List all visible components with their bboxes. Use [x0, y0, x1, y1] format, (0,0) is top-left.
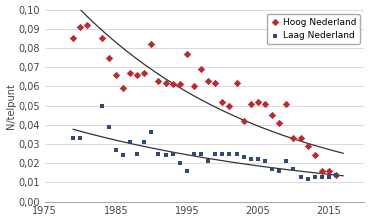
Hoog Nederland: [290, 137, 296, 140]
Laag Nederland: [106, 125, 112, 129]
Laag Nederland: [170, 152, 176, 155]
Hoog Nederland: [226, 104, 232, 107]
Hoog Nederland: [262, 102, 268, 105]
Hoog Nederland: [191, 85, 197, 88]
Hoog Nederland: [141, 71, 147, 75]
Laag Nederland: [198, 152, 204, 155]
Laag Nederland: [255, 158, 261, 161]
Laag Nederland: [333, 173, 339, 176]
Laag Nederland: [205, 159, 211, 163]
Hoog Nederland: [255, 100, 261, 103]
Hoog Nederland: [184, 52, 190, 56]
Y-axis label: N/telpunt: N/telpunt: [6, 83, 16, 129]
Laag Nederland: [319, 175, 325, 178]
Hoog Nederland: [305, 144, 310, 148]
Laag Nederland: [276, 169, 282, 173]
Laag Nederland: [120, 154, 126, 157]
Laag Nederland: [113, 148, 119, 151]
Laag Nederland: [269, 167, 275, 171]
Laag Nederland: [148, 131, 154, 134]
Laag Nederland: [141, 140, 147, 144]
Laag Nederland: [248, 158, 254, 161]
Laag Nederland: [283, 159, 289, 163]
Hoog Nederland: [326, 169, 332, 173]
Laag Nederland: [219, 152, 225, 155]
Hoog Nederland: [233, 81, 239, 84]
Hoog Nederland: [212, 81, 218, 84]
Hoog Nederland: [106, 56, 112, 59]
Hoog Nederland: [333, 173, 339, 176]
Hoog Nederland: [276, 121, 282, 125]
Laag Nederland: [77, 137, 83, 140]
Laag Nederland: [226, 152, 232, 155]
Laag Nederland: [297, 175, 303, 178]
Hoog Nederland: [77, 25, 83, 29]
Laag Nederland: [184, 169, 190, 173]
Hoog Nederland: [155, 79, 161, 82]
Laag Nederland: [134, 152, 140, 155]
Hoog Nederland: [148, 42, 154, 46]
Hoog Nederland: [297, 137, 303, 140]
Laag Nederland: [212, 152, 218, 155]
Hoog Nederland: [84, 23, 90, 27]
Legend: Hoog Nederland, Laag Nederland: Hoog Nederland, Laag Nederland: [266, 14, 360, 44]
Hoog Nederland: [198, 67, 204, 71]
Hoog Nederland: [241, 119, 247, 123]
Hoog Nederland: [120, 87, 126, 90]
Laag Nederland: [70, 137, 76, 140]
Hoog Nederland: [127, 71, 133, 75]
Hoog Nederland: [219, 100, 225, 103]
Hoog Nederland: [134, 73, 140, 77]
Hoog Nederland: [70, 37, 76, 40]
Laag Nederland: [312, 175, 318, 178]
Laag Nederland: [262, 159, 268, 163]
Hoog Nederland: [177, 83, 183, 86]
Hoog Nederland: [248, 102, 254, 105]
Hoog Nederland: [170, 83, 176, 86]
Laag Nederland: [290, 167, 296, 171]
Laag Nederland: [191, 152, 197, 155]
Hoog Nederland: [205, 79, 211, 82]
Laag Nederland: [241, 156, 247, 159]
Hoog Nederland: [269, 113, 275, 117]
Laag Nederland: [162, 154, 168, 157]
Laag Nederland: [305, 177, 310, 180]
Hoog Nederland: [162, 81, 168, 84]
Laag Nederland: [177, 161, 183, 165]
Hoog Nederland: [319, 169, 325, 173]
Laag Nederland: [155, 152, 161, 155]
Hoog Nederland: [113, 73, 119, 77]
Hoog Nederland: [283, 102, 289, 105]
Hoog Nederland: [312, 154, 318, 157]
Laag Nederland: [326, 175, 332, 178]
Laag Nederland: [127, 140, 133, 144]
Laag Nederland: [99, 104, 105, 107]
Laag Nederland: [233, 152, 239, 155]
Hoog Nederland: [99, 37, 105, 40]
